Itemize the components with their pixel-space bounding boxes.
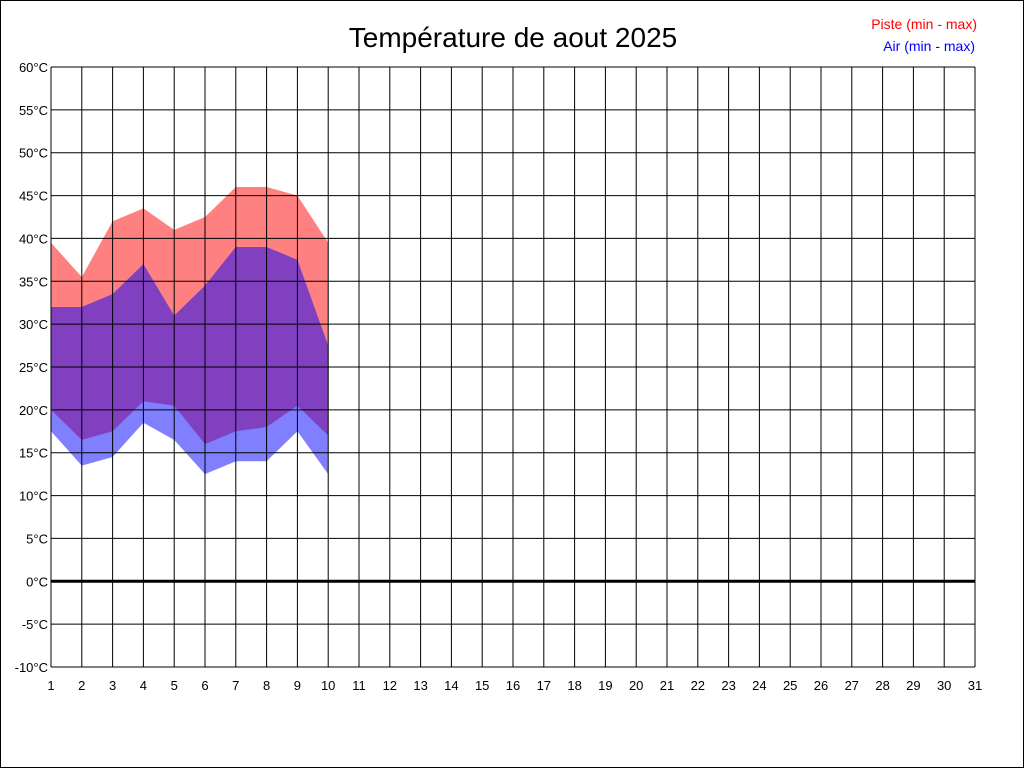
area-overlap [51,247,329,445]
y-tick-label: 55°C [19,103,48,118]
x-tick-label: 3 [109,678,116,693]
x-tick-label: 29 [906,678,920,693]
y-axis-ticks: 60°C 55°C 50°C 45°C 40°C 35°C 30°C 25°C 20°C 15°C… [15,60,48,675]
x-tick-label: 23 [721,678,735,693]
x-tick-label: 4 [140,678,147,693]
y-tick-label: 10°C [19,489,48,504]
x-tick-label: 30 [937,678,951,693]
grid-lines [50,66,976,668]
y-tick-label: 30°C [19,317,48,332]
y-tick-label: 20°C [19,403,48,418]
y-tick-label: 5°C [26,531,48,546]
x-tick-label: 20 [629,678,643,693]
x-tick-label: 13 [413,678,427,693]
x-tick-label: 10 [321,678,335,693]
y-tick-label: 15°C [19,446,48,461]
y-tick-label: -5°C [22,617,48,632]
x-tick-label: 25 [783,678,797,693]
y-tick-label: 25°C [19,360,48,375]
x-tick-label: 9 [294,678,301,693]
x-tick-label: 15 [475,678,489,693]
x-tick-label: 19 [598,678,612,693]
x-tick-label: 14 [444,678,458,693]
chart-title: Température de aout 2025 [349,22,677,53]
y-tick-label: 35°C [19,274,48,289]
y-tick-label: 60°C [19,60,48,75]
x-tick-label: 31 [968,678,982,693]
series-areas [51,187,329,475]
x-tick-label: 11 [352,678,366,693]
x-tick-label: 1 [47,678,54,693]
y-tick-label: 40°C [19,231,48,246]
x-tick-label: 24 [752,678,766,693]
y-tick-label: 0°C [26,574,48,589]
x-tick-label: 18 [567,678,581,693]
x-tick-label: 7 [232,678,239,693]
y-tick-label: 45°C [19,189,48,204]
x-axis-ticks: 1 2 3 4 5 6 7 8 9 10 11 12 13 14 15 16 17 18 19 20 21 22 23 24 2… [47,678,982,693]
legend-air: Air (min - max) [883,38,975,54]
x-tick-label: 8 [263,678,270,693]
x-tick-label: 2 [78,678,85,693]
x-tick-label: 6 [201,678,208,693]
x-tick-label: 21 [660,678,674,693]
y-tick-label: 50°C [19,146,48,161]
x-tick-label: 17 [537,678,551,693]
y-tick-label: -10°C [15,660,48,675]
x-tick-label: 26 [814,678,828,693]
x-tick-label: 27 [845,678,859,693]
x-tick-label: 12 [383,678,397,693]
x-tick-label: 5 [171,678,178,693]
x-tick-label: 22 [691,678,705,693]
x-tick-label: 16 [506,678,520,693]
x-tick-label: 28 [875,678,889,693]
legend-piste: Piste (min - max) [871,16,977,32]
